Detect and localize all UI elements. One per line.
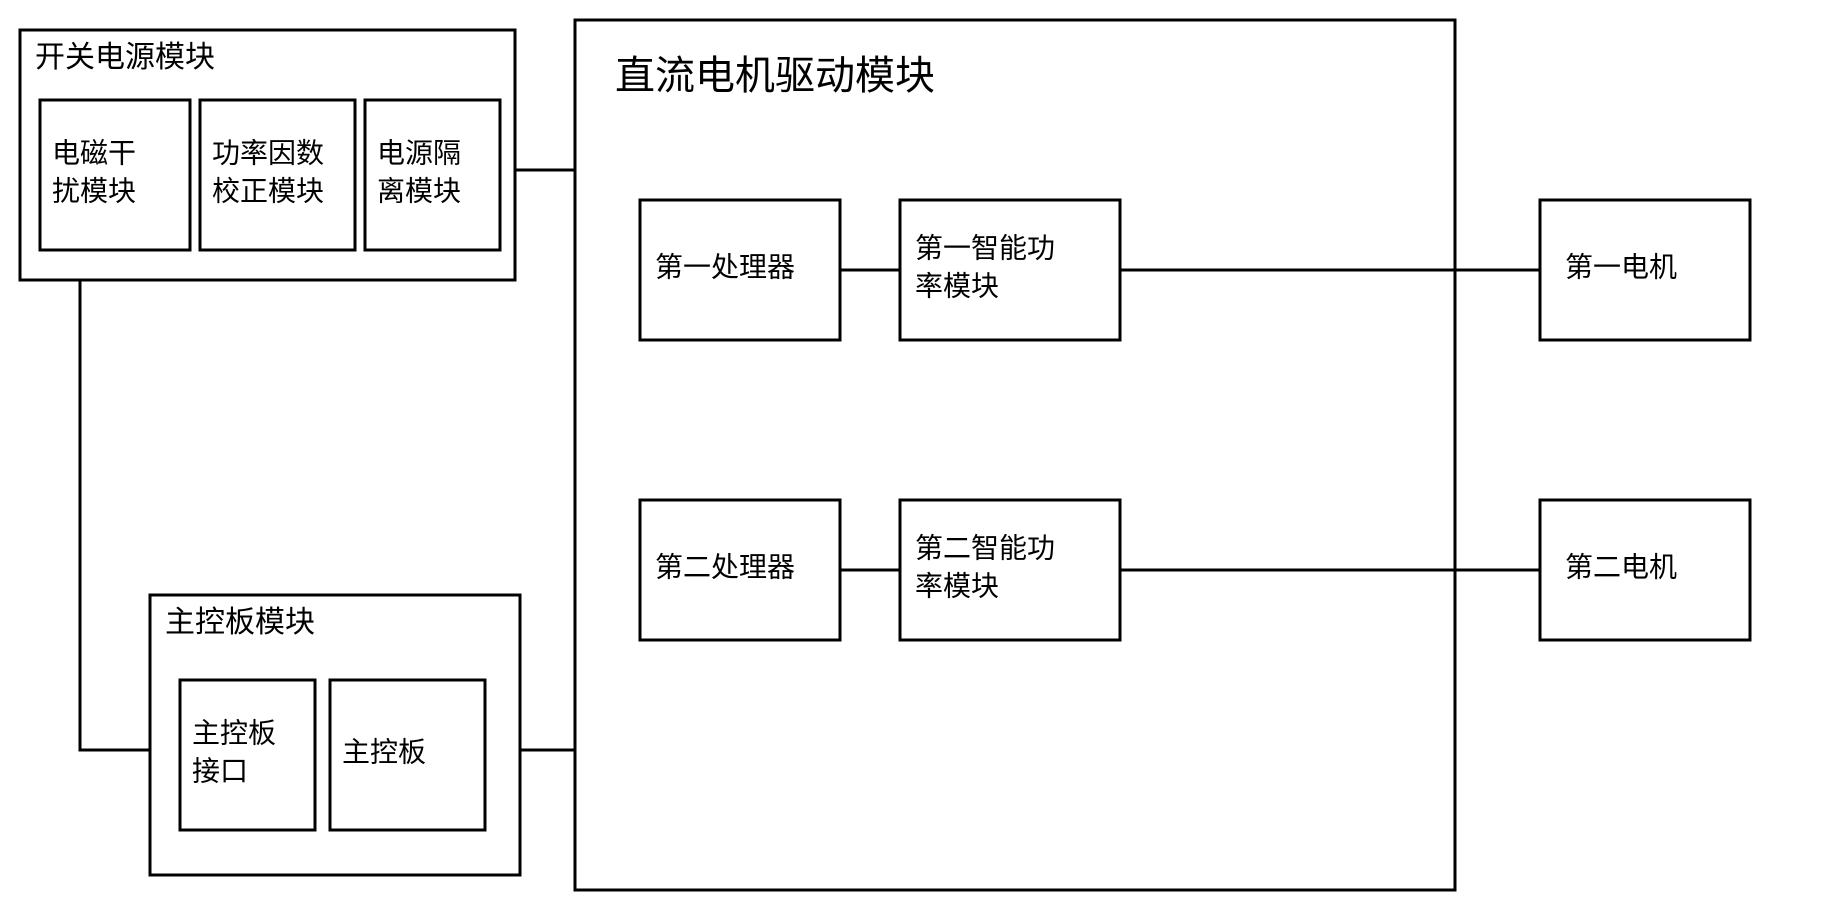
iface-label: 接口 bbox=[192, 755, 248, 787]
ctrl-label: 主控板 bbox=[342, 736, 426, 768]
motor-drive-title: 直流电机驱动模块 bbox=[615, 53, 935, 98]
pfc-label: 校正模块 bbox=[212, 175, 324, 207]
iso-label: 离模块 bbox=[377, 175, 461, 207]
emi-label: 扰模块 bbox=[52, 175, 136, 207]
motor-drive-module bbox=[575, 20, 1455, 890]
ipm1-box bbox=[900, 200, 1120, 340]
ipm1-label: 率模块 bbox=[915, 270, 999, 302]
motor2-label: 第二电机 bbox=[1565, 551, 1677, 583]
conn-1 bbox=[80, 280, 150, 750]
ipm1-label: 第一智能功 bbox=[915, 233, 1055, 265]
emi-label: 电磁干 bbox=[52, 138, 136, 170]
proc1-label: 第一处理器 bbox=[655, 251, 795, 283]
iface-box bbox=[180, 680, 315, 830]
pfc-box bbox=[200, 100, 355, 250]
iface-label: 主控板 bbox=[192, 718, 276, 750]
proc2-label: 第二处理器 bbox=[655, 551, 795, 583]
ipm2-label: 率模块 bbox=[915, 570, 999, 602]
emi-box bbox=[40, 100, 190, 250]
motor1-label: 第一电机 bbox=[1565, 251, 1677, 283]
main-control-title: 主控板模块 bbox=[165, 606, 315, 639]
pfc-label: 功率因数 bbox=[212, 138, 324, 170]
iso-box bbox=[365, 100, 500, 250]
power-supply-title: 开关电源模块 bbox=[35, 41, 215, 74]
ipm2-box bbox=[900, 500, 1120, 640]
iso-label: 电源隔 bbox=[377, 138, 461, 170]
ipm2-label: 第二智能功 bbox=[915, 533, 1055, 565]
